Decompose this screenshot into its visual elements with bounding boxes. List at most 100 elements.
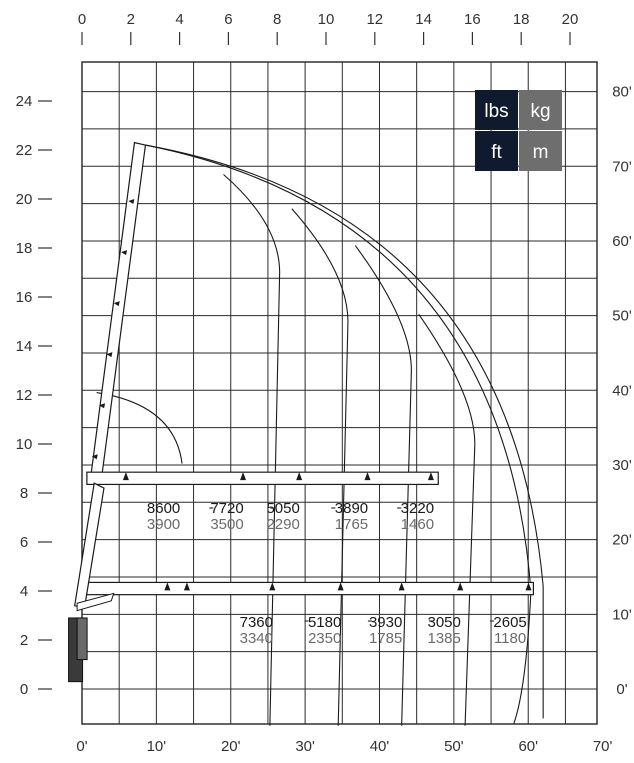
y-m-tick-label: 22: [16, 142, 33, 159]
y-ft-tick-label: 40': [612, 382, 632, 399]
boom-joint: [91, 454, 98, 460]
x-ft-tick-label: 70': [593, 738, 613, 755]
grid-frame: [81, 61, 598, 725]
y-ft-tick-label: 20': [612, 532, 632, 549]
y-ft-tick-label: 60': [612, 233, 632, 250]
unit-ft-button[interactable]: [475, 131, 518, 171]
unit-kg-label: kg: [530, 101, 550, 122]
lower-capacity-lbs: 5180: [308, 614, 341, 631]
boom-hook: [457, 582, 464, 591]
x-ft-tick-label: 20': [221, 738, 241, 755]
x-ft-tick-label: 30': [295, 738, 315, 755]
y-m-tick-label: 12: [16, 387, 33, 404]
x-m-tick-label: 20: [562, 11, 579, 28]
upper-capacity-lbs: 8600: [147, 500, 180, 517]
y-m-tick-label: 4: [20, 583, 28, 600]
upper-capacity-lbs: 7720: [210, 500, 243, 517]
unit-m-button[interactable]: [519, 131, 562, 171]
upper-capacity-lbs: 3220: [401, 500, 434, 517]
boom-hook: [240, 472, 247, 481]
x-ft-tick-label: 60': [518, 738, 538, 755]
y-m-tick-label: 6: [20, 534, 28, 551]
reach-envelope: [96, 144, 544, 726]
boom-joint: [121, 250, 128, 256]
unit-ft-label: ft: [491, 142, 502, 163]
boom-hook: [364, 472, 371, 481]
upper-capacity-lbs: 3890: [335, 500, 368, 517]
upper-capacity-kg: 3500: [210, 516, 243, 533]
boom-joint: [106, 352, 113, 358]
x-m-tick-label: 18: [513, 11, 530, 28]
x-ft-tick-label: 10': [147, 738, 167, 755]
boom-hook: [296, 472, 303, 481]
unit-kg-button[interactable]: [519, 90, 562, 130]
lower-capacity-kg: 2350: [308, 630, 341, 647]
knuckle-arc: [96, 392, 183, 464]
unit-lbs-label: lbs: [484, 101, 508, 122]
x-m-tick-label: 16: [464, 11, 481, 28]
x-m-tick-label: 12: [366, 11, 383, 28]
y-ft-tick-label: 30': [612, 457, 632, 474]
boom-joint: [99, 403, 106, 409]
lower-capacity-kg: 1385: [428, 630, 461, 647]
y-ft-tick-label: 70': [612, 158, 632, 175]
lower-capacity-lbs: 7360: [240, 614, 273, 631]
x-m-tick-label: 6: [224, 11, 232, 28]
lift-cylinder: [76, 592, 115, 612]
lower-capacity-kg: 1785: [369, 630, 402, 647]
envelope-drop: [223, 174, 281, 726]
lower-capacity-lbs: 3930: [369, 614, 402, 631]
boom-hook: [398, 582, 405, 591]
y-ft-tick-label: 80': [612, 84, 632, 101]
x-ft-tick-label: 0': [76, 738, 87, 755]
y-m-tick-label: 0: [20, 681, 28, 698]
y-m-tick-label: 10: [16, 436, 33, 453]
boom-upper: [86, 471, 439, 486]
boom-hook: [183, 582, 190, 591]
boom-hook: [337, 582, 344, 591]
x-m-tick-label: 8: [273, 11, 281, 28]
boom-hook: [525, 582, 532, 591]
unit-toggle: lbs kg ft m: [475, 90, 562, 171]
upper-capacity-kg: 2290: [266, 516, 299, 533]
unit-lbs-button[interactable]: [475, 90, 518, 130]
y-ft-tick-label: 10': [612, 606, 632, 623]
x-m-tick-label: 10: [318, 11, 335, 28]
lower-capacity-lbs: 2605: [493, 614, 526, 631]
x-m-tick-label: 2: [127, 11, 135, 28]
upper-capacity-kg: 1765: [335, 516, 368, 533]
boom-joint: [113, 301, 120, 307]
lower-capacity-kg: 1180: [494, 630, 526, 647]
axes: 0 2 4 6 8 10 12 14 16 18 202422201816141210864200'…: [16, 11, 632, 755]
y-m-tick-label: 24: [16, 93, 33, 110]
crane-silhouette: [68, 141, 534, 683]
y-ft-tick-label: 50': [612, 308, 632, 325]
boom-hook: [122, 472, 129, 481]
boom-hook: [269, 582, 276, 591]
chart-grid: [81, 61, 598, 725]
boom-hook: [164, 582, 171, 591]
envelope-drop: [291, 208, 349, 726]
boom-lower: [86, 581, 534, 596]
y-m-tick-label: 2: [20, 632, 28, 649]
lower-capacity-lbs: 3050: [428, 614, 461, 631]
boom-hook: [427, 472, 434, 481]
crane-mast: [76, 617, 88, 661]
x-m-tick-label: 4: [175, 11, 183, 28]
upper-capacity-lbs: 5050: [266, 500, 299, 517]
upper-capacity-kg: 3900: [147, 516, 180, 533]
y-m-tick-label: 16: [16, 289, 33, 306]
envelope-drop: [418, 313, 476, 726]
envelope-outer-2: [145, 144, 532, 724]
y-m-tick-label: 8: [20, 485, 28, 502]
y-m-tick-label: 18: [16, 240, 33, 257]
x-ft-tick-label: 40': [370, 738, 390, 755]
y-m-tick-label: 20: [16, 191, 33, 208]
lower-capacity-kg: 3340: [240, 630, 273, 647]
upper-capacity-kg: 1460: [401, 516, 434, 533]
envelope-drop: [354, 245, 412, 726]
x-m-tick-label: 14: [415, 11, 432, 28]
